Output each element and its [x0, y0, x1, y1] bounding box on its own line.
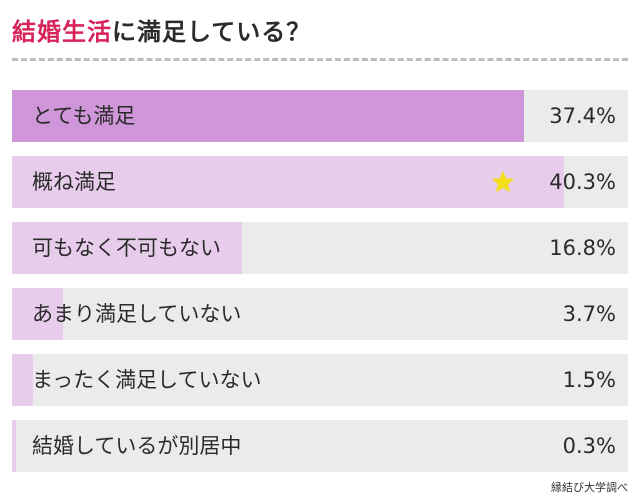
bar-row: 結婚しているが別居中 0.3% — [12, 420, 628, 472]
bar-row: まったく満足していない 1.5% — [12, 354, 628, 406]
bar-fill — [12, 156, 564, 208]
bar-label: 可もなく不可もない — [32, 236, 221, 260]
bar-label: 結婚しているが別居中 — [32, 434, 242, 458]
bar-row: とても満足 37.4% — [12, 90, 628, 142]
bar-label: あまり満足していない — [32, 302, 242, 326]
bar-fill — [12, 354, 33, 406]
bar-label: まったく満足していない — [32, 368, 262, 392]
bar-label: とても満足 — [32, 104, 136, 128]
bar-value-label: 3.7% — [562, 302, 616, 326]
chart-title-highlight: 結婚生活 — [12, 18, 112, 46]
bar-fill — [12, 420, 17, 472]
bar-row: 可もなく不可もない 16.8% — [12, 222, 628, 274]
bar-value-label: 16.8% — [549, 236, 616, 260]
bar-fill — [12, 222, 242, 274]
bar-row: あまり満足していない 3.7% — [12, 288, 628, 340]
bar-value-label: 0.3% — [562, 434, 616, 458]
bar-fill — [12, 90, 524, 142]
chart-title-rest: に満足している？ — [112, 18, 312, 46]
title-divider — [12, 58, 628, 61]
bar-value-label: 40.3% — [549, 170, 616, 194]
star-icon — [491, 170, 515, 193]
bar-row: 概ね満足 40.3% — [12, 156, 628, 208]
chart-title: 結婚生活に満足している？ — [12, 12, 311, 47]
bar-label: 概ね満足 — [32, 170, 116, 194]
bar-value-label: 1.5% — [562, 368, 616, 392]
bar-fill — [12, 288, 63, 340]
bar-value-label: 37.4% — [549, 104, 616, 128]
source-note: 縁結び大学調べ — [551, 481, 628, 494]
